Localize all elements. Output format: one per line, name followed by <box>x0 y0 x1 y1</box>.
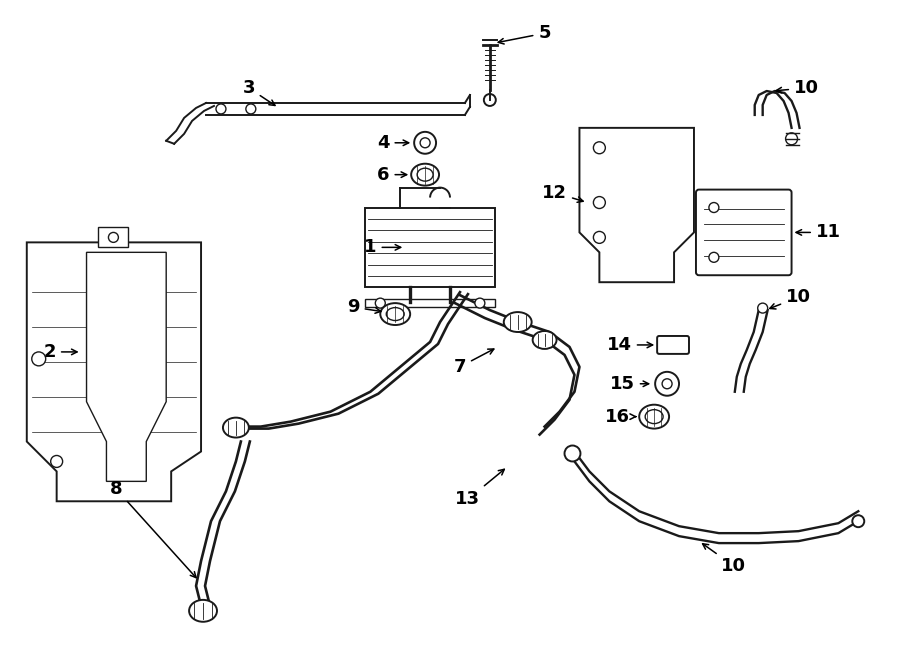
Text: 15: 15 <box>610 375 649 393</box>
Text: 1: 1 <box>364 238 400 256</box>
Text: 9: 9 <box>347 298 381 316</box>
Circle shape <box>216 104 226 114</box>
Circle shape <box>246 104 256 114</box>
Ellipse shape <box>223 418 248 438</box>
Circle shape <box>709 203 719 213</box>
Circle shape <box>709 252 719 262</box>
Text: 10: 10 <box>703 544 746 575</box>
Text: 13: 13 <box>455 469 504 508</box>
Text: 12: 12 <box>542 183 583 203</box>
Ellipse shape <box>189 600 217 622</box>
Polygon shape <box>86 252 166 481</box>
Ellipse shape <box>645 410 663 424</box>
Ellipse shape <box>533 331 556 349</box>
Text: 11: 11 <box>796 223 841 242</box>
Circle shape <box>564 446 580 461</box>
Circle shape <box>50 455 63 467</box>
Circle shape <box>852 515 864 527</box>
Ellipse shape <box>386 308 404 320</box>
Ellipse shape <box>381 303 410 325</box>
Text: 7: 7 <box>454 349 494 376</box>
Text: 10: 10 <box>770 288 811 309</box>
Text: 5: 5 <box>499 24 551 44</box>
Circle shape <box>108 232 119 242</box>
Circle shape <box>593 197 606 209</box>
FancyBboxPatch shape <box>696 189 792 275</box>
Ellipse shape <box>639 404 669 428</box>
Text: 4: 4 <box>377 134 409 152</box>
Circle shape <box>484 94 496 106</box>
Text: 16: 16 <box>605 408 636 426</box>
Circle shape <box>786 133 797 145</box>
Circle shape <box>420 138 430 148</box>
Ellipse shape <box>411 164 439 185</box>
Circle shape <box>593 232 606 244</box>
Circle shape <box>475 298 485 308</box>
Text: 8: 8 <box>110 481 196 578</box>
Bar <box>365 299 495 307</box>
Text: 2: 2 <box>43 343 77 361</box>
Circle shape <box>758 303 768 313</box>
Circle shape <box>655 372 679 396</box>
Bar <box>365 207 495 287</box>
Bar <box>98 228 129 248</box>
Ellipse shape <box>417 168 433 181</box>
FancyBboxPatch shape <box>657 336 689 354</box>
Circle shape <box>414 132 436 154</box>
Text: 6: 6 <box>377 166 407 183</box>
Text: 14: 14 <box>607 336 652 354</box>
Polygon shape <box>27 242 201 501</box>
Circle shape <box>32 352 46 366</box>
Text: 10: 10 <box>776 79 819 97</box>
Text: 3: 3 <box>243 79 275 105</box>
Circle shape <box>662 379 672 389</box>
Polygon shape <box>580 128 694 282</box>
Ellipse shape <box>504 312 532 332</box>
Circle shape <box>593 142 606 154</box>
Circle shape <box>375 298 385 308</box>
